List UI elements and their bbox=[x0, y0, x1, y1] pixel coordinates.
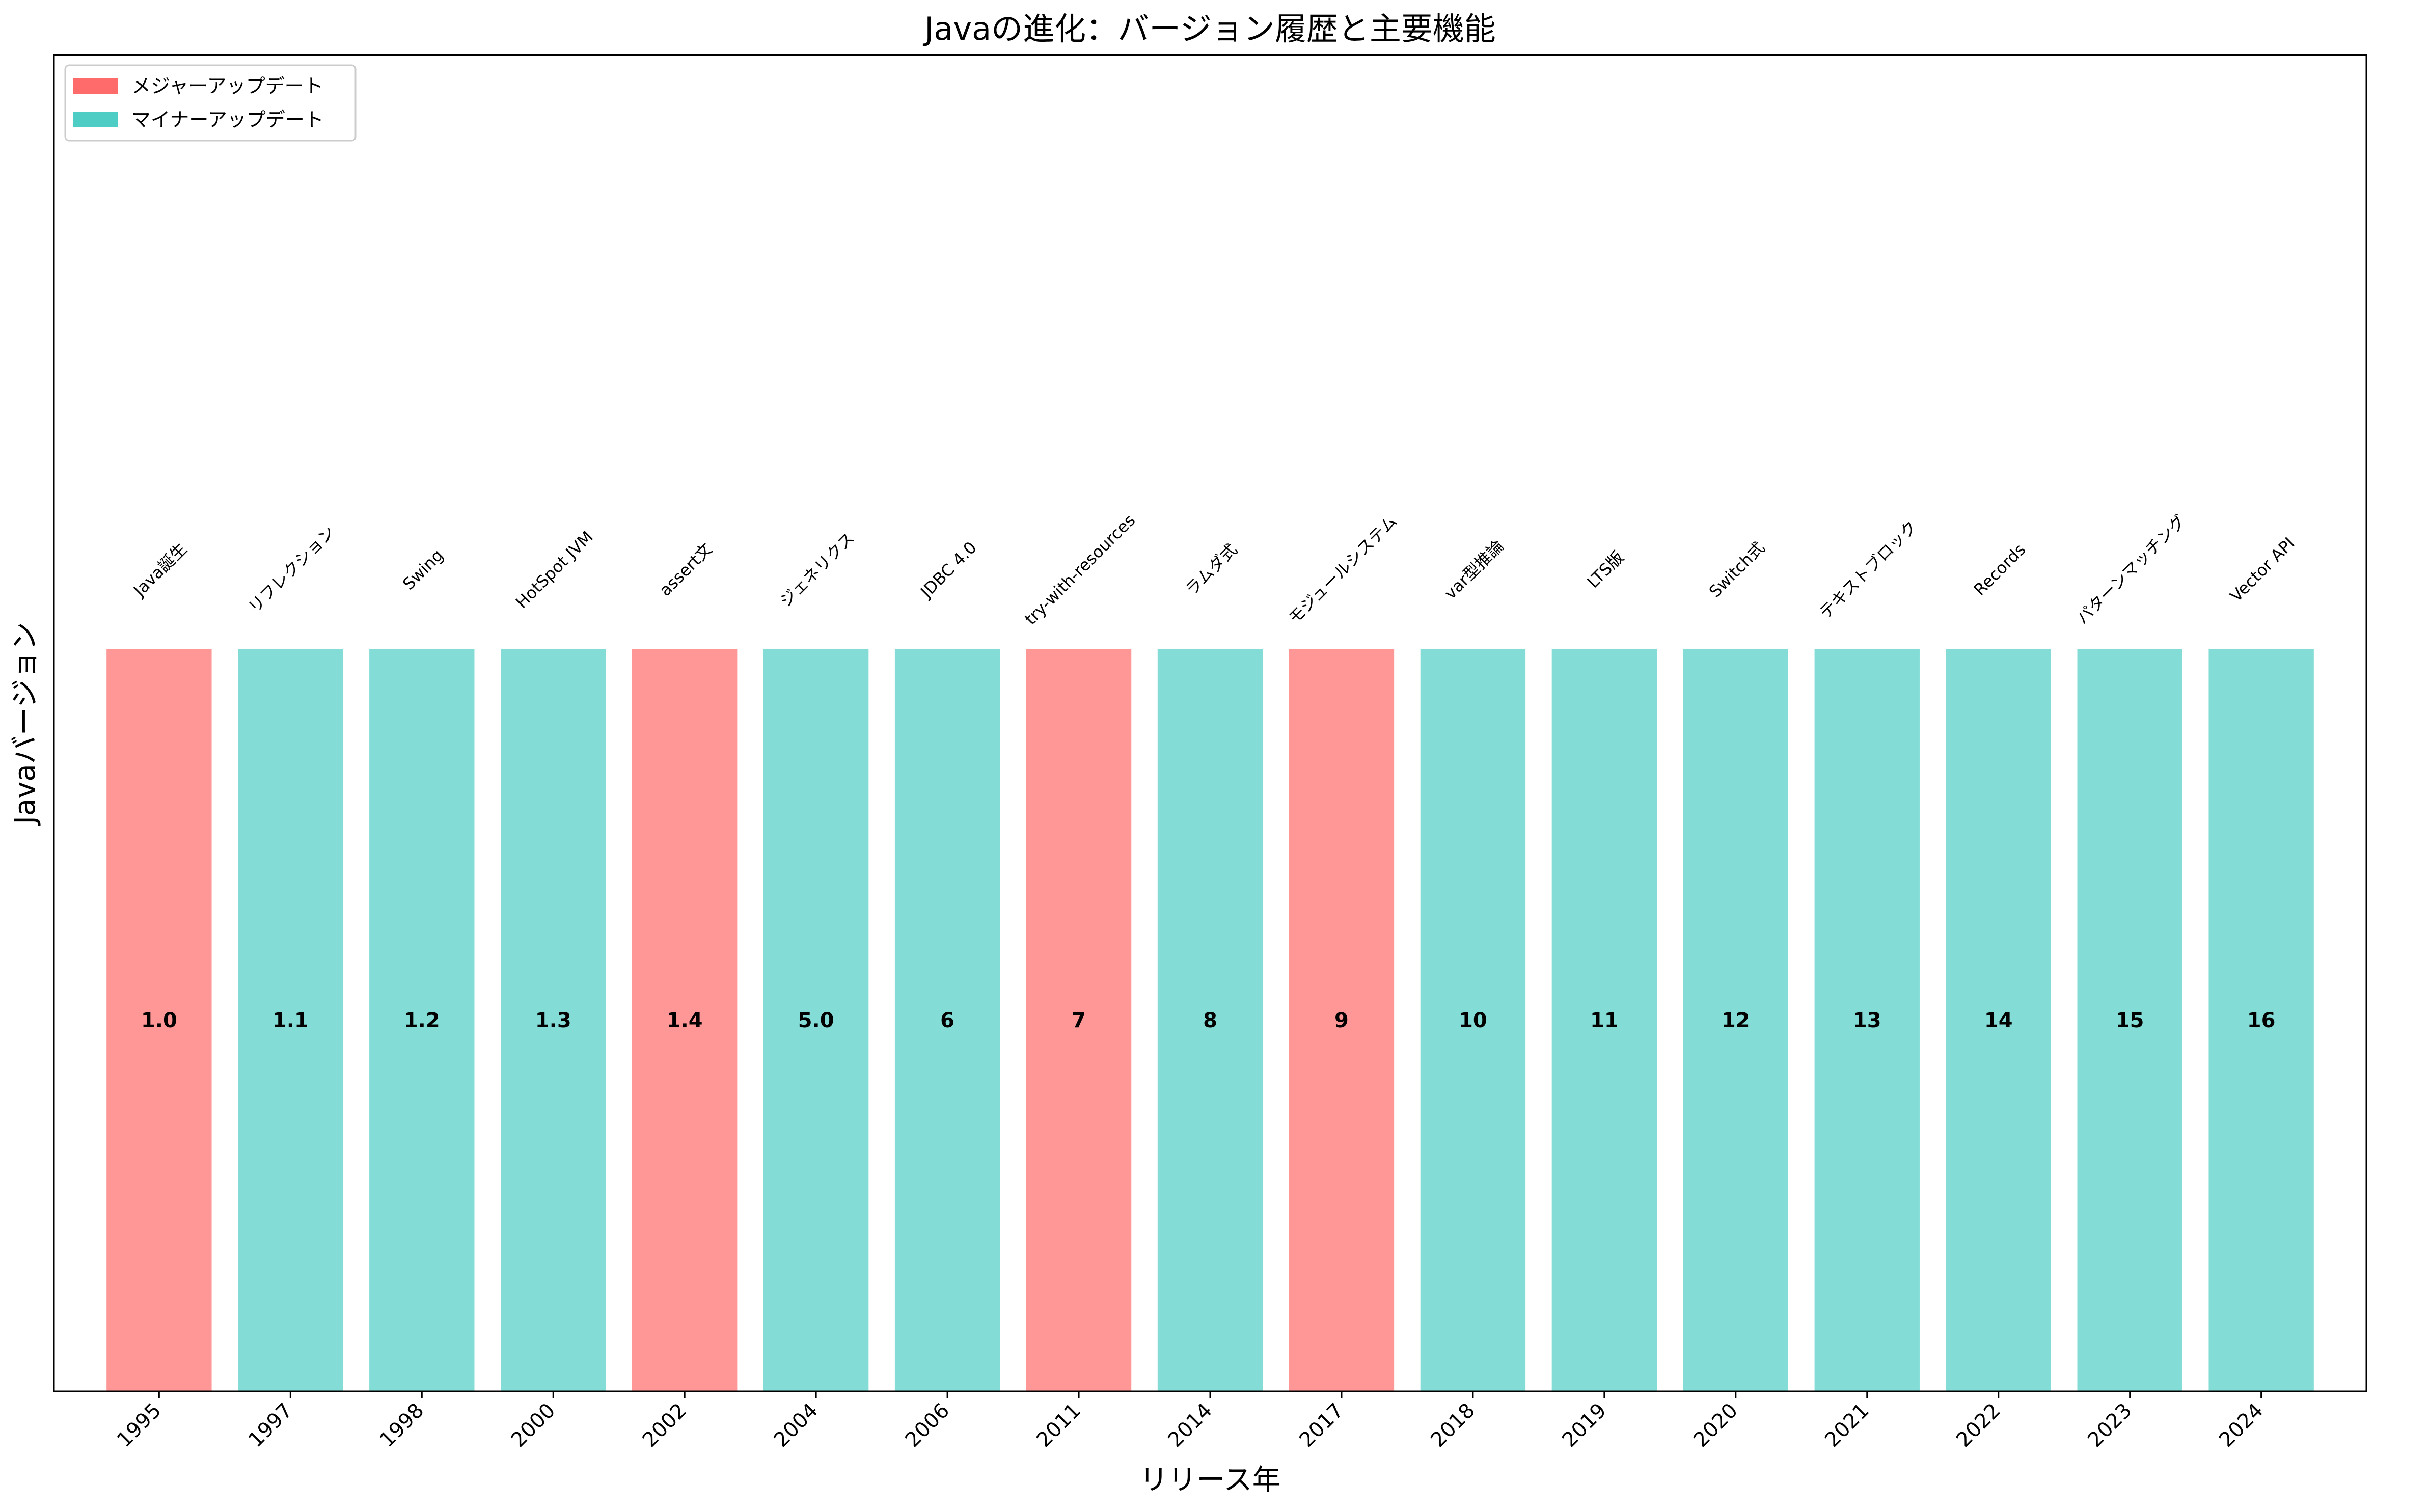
x-tick-label-2022: 2022 bbox=[1952, 1399, 2005, 1452]
bar-1997 bbox=[238, 649, 343, 1391]
x-tick-label-1997: 1997 bbox=[244, 1399, 297, 1452]
feature-label-2020: Switch式 bbox=[1705, 538, 1768, 601]
feature-label-2022: Records bbox=[1970, 540, 2030, 599]
x-tick-label-2017: 2017 bbox=[1295, 1399, 1349, 1452]
feature-label-1998: Swing bbox=[399, 545, 447, 594]
bar-2022 bbox=[1946, 649, 2051, 1391]
version-label-2011: 7 bbox=[1072, 1009, 1086, 1032]
bar-2011 bbox=[1026, 649, 1132, 1391]
version-label-2019: 11 bbox=[1590, 1009, 1619, 1032]
y-axis-label: Javaバージョン bbox=[9, 622, 42, 826]
feature-label-2018: var型推論 bbox=[1440, 536, 1507, 603]
feature-label-2011: try-with-resources bbox=[1021, 510, 1139, 628]
bar-2017 bbox=[1289, 649, 1395, 1391]
feature-label-2002: assert文 bbox=[656, 539, 716, 600]
version-label-2018: 10 bbox=[1459, 1009, 1487, 1032]
legend-box bbox=[64, 64, 357, 142]
x-tick-label-2020: 2020 bbox=[1689, 1399, 1742, 1452]
bar-2021 bbox=[1814, 649, 1920, 1391]
feature-label-2021: テキストブロック bbox=[1815, 517, 1921, 622]
x-tick-label-1995: 1995 bbox=[113, 1399, 166, 1452]
chart-title: Javaの進化：バージョン履歴と主要機能 bbox=[922, 10, 1496, 47]
bar-2006 bbox=[894, 649, 1000, 1391]
feature-label-2004: ジェネリクス bbox=[776, 528, 858, 611]
feature-label-2019: LTS版 bbox=[1583, 547, 1627, 592]
feature-label-2014: ラムダ式 bbox=[1182, 540, 1241, 599]
bar-1998 bbox=[369, 649, 475, 1391]
x-axis-label: リリース年 bbox=[1139, 1464, 1280, 1497]
legend-label-major: メジャーアップデート bbox=[131, 75, 323, 97]
bar-2002 bbox=[632, 649, 738, 1391]
feature-label-1995: Java誕生 bbox=[129, 539, 190, 600]
bar-2020 bbox=[1683, 649, 1788, 1391]
legend: メジャーアップデート マイナーアップデート bbox=[64, 64, 357, 142]
bar-2023 bbox=[2077, 649, 2182, 1391]
version-label-1998: 1.2 bbox=[404, 1009, 440, 1032]
bar-2000 bbox=[501, 649, 606, 1391]
legend-swatch-minor bbox=[73, 112, 118, 127]
x-tick-label-2023: 2023 bbox=[2083, 1399, 2137, 1452]
bar-1995 bbox=[106, 649, 212, 1391]
x-tick-label-2021: 2021 bbox=[1820, 1399, 1874, 1452]
bar-2018 bbox=[1420, 649, 1526, 1391]
x-tick-label-2024: 2024 bbox=[2215, 1399, 2268, 1452]
x-tick-label-2000: 2000 bbox=[507, 1399, 560, 1452]
bar-2024 bbox=[2208, 649, 2314, 1391]
version-label-2006: 6 bbox=[940, 1009, 954, 1032]
legend-swatch-major bbox=[73, 78, 118, 94]
x-tick-label-2004: 2004 bbox=[770, 1399, 823, 1452]
version-label-2000: 1.3 bbox=[535, 1009, 571, 1032]
version-label-2020: 12 bbox=[1722, 1009, 1750, 1032]
version-label-2023: 15 bbox=[2116, 1009, 2144, 1032]
x-tick-label-2014: 2014 bbox=[1164, 1399, 1217, 1452]
version-label-1997: 1.1 bbox=[272, 1009, 309, 1032]
x-tick-label-1998: 1998 bbox=[375, 1399, 429, 1452]
legend-label-minor: マイナーアップデート bbox=[131, 108, 324, 131]
x-tick-label-2006: 2006 bbox=[901, 1399, 954, 1452]
version-label-2024: 16 bbox=[2247, 1009, 2276, 1032]
feature-label-1997: リフレクション bbox=[244, 523, 339, 617]
feature-label-2017: モジュールシステム bbox=[1285, 511, 1401, 627]
version-label-2022: 14 bbox=[1984, 1009, 2013, 1032]
bar-2004 bbox=[763, 649, 869, 1391]
version-label-2004: 5.0 bbox=[798, 1009, 834, 1032]
version-label-2017: 9 bbox=[1334, 1009, 1349, 1032]
feature-label-2006: JDBC 4.0 bbox=[916, 538, 980, 602]
x-tick-label-2019: 2019 bbox=[1558, 1399, 1611, 1452]
version-label-2014: 8 bbox=[1203, 1009, 1217, 1032]
bar-2019 bbox=[1551, 649, 1657, 1391]
x-ticks: 1995 1997 1998 2000 2002 2004 2006 2011 2014 2017… bbox=[113, 1391, 2268, 1452]
bars-layer bbox=[106, 649, 2314, 1391]
x-tick-label-2018: 2018 bbox=[1426, 1399, 1480, 1452]
feature-label-2024: Vector API bbox=[2226, 533, 2299, 606]
version-label-1995: 1.0 bbox=[141, 1009, 177, 1032]
version-label-2021: 13 bbox=[1853, 1009, 1881, 1032]
feature-label-2023: パターンマッチング bbox=[2072, 511, 2189, 628]
bar-2014 bbox=[1157, 649, 1263, 1391]
version-label-2002: 1.4 bbox=[667, 1009, 703, 1032]
feature-label-2000: HotSpot JVM bbox=[512, 527, 597, 612]
x-tick-label-2011: 2011 bbox=[1032, 1399, 1086, 1452]
x-tick-label-2002: 2002 bbox=[638, 1399, 692, 1452]
